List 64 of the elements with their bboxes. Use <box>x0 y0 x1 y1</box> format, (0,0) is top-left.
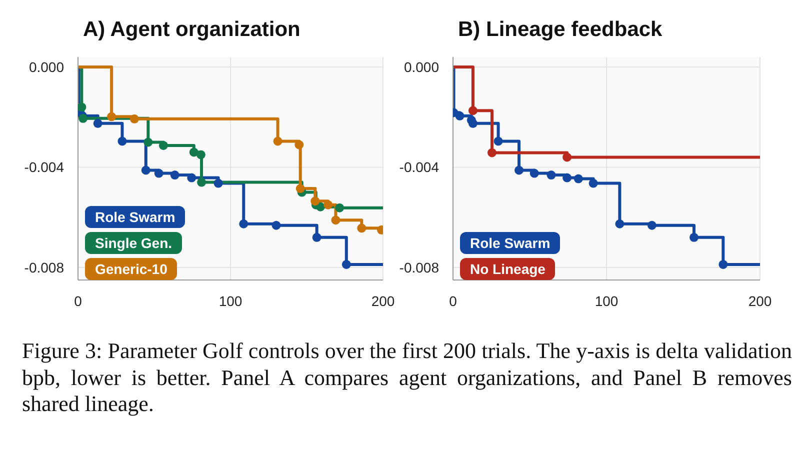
point <box>118 136 127 146</box>
caption: Figure 3: Parameter Golf controls over the first 200 trials. The y-axis is delta validation bpb, lower is better. Panel A compares agent organizations, and Panel B removes shared lineage. <box>22 338 792 418</box>
y-tick-label: -0.004 <box>24 159 64 176</box>
point <box>130 114 139 124</box>
x-tick-label: 0 <box>74 292 82 309</box>
point <box>312 232 322 242</box>
chart-title: B) Lineage feedback <box>458 18 662 42</box>
text: Single Gen. <box>85 232 182 254</box>
point <box>144 138 153 147</box>
point <box>546 170 556 180</box>
point <box>187 173 196 182</box>
point <box>468 106 478 116</box>
point <box>574 174 583 184</box>
text: Role Swarm <box>460 232 560 254</box>
point <box>647 220 656 230</box>
point <box>273 136 282 146</box>
point <box>342 260 351 269</box>
point <box>562 152 572 162</box>
x-tick-label: 100 <box>218 292 242 309</box>
point <box>78 102 86 112</box>
point <box>158 140 168 150</box>
point <box>154 168 164 178</box>
point <box>170 170 180 180</box>
point <box>331 216 340 225</box>
point <box>93 118 102 128</box>
y-tick-label: -0.008 <box>399 259 440 276</box>
point <box>272 220 281 230</box>
point <box>214 178 223 188</box>
point <box>335 203 344 212</box>
point <box>141 166 150 175</box>
point <box>689 232 698 242</box>
point <box>588 178 598 188</box>
point <box>455 111 464 120</box>
point <box>324 200 333 210</box>
point <box>310 196 320 206</box>
x-tick-label: 100 <box>594 292 618 309</box>
point <box>562 173 572 182</box>
point <box>189 148 198 157</box>
point <box>615 219 624 228</box>
point <box>530 168 539 178</box>
text: Role Swarm <box>85 206 186 228</box>
y-tick-label: -0.008 <box>24 259 64 276</box>
point <box>296 184 305 194</box>
point <box>494 136 503 146</box>
y-tick-label: 0.000 <box>404 58 440 75</box>
point <box>468 118 478 128</box>
point <box>514 166 524 175</box>
point <box>78 114 88 123</box>
y-tick-label: 0.000 <box>28 58 64 75</box>
point <box>196 150 206 160</box>
x-tick-label: 0 <box>449 292 458 309</box>
point <box>294 140 304 150</box>
y-tick-label: -0.004 <box>399 159 440 176</box>
point <box>718 260 728 269</box>
text: Generic-10 <box>85 258 178 280</box>
x-tick-label: 200 <box>748 292 772 309</box>
text: No Lineage <box>460 258 556 280</box>
point <box>357 224 366 233</box>
point <box>107 112 116 122</box>
x-tick-label: 200 <box>371 292 395 309</box>
chart-title: A) Agent organization <box>83 18 300 42</box>
point <box>239 219 248 228</box>
point <box>487 148 496 158</box>
point <box>197 178 206 187</box>
